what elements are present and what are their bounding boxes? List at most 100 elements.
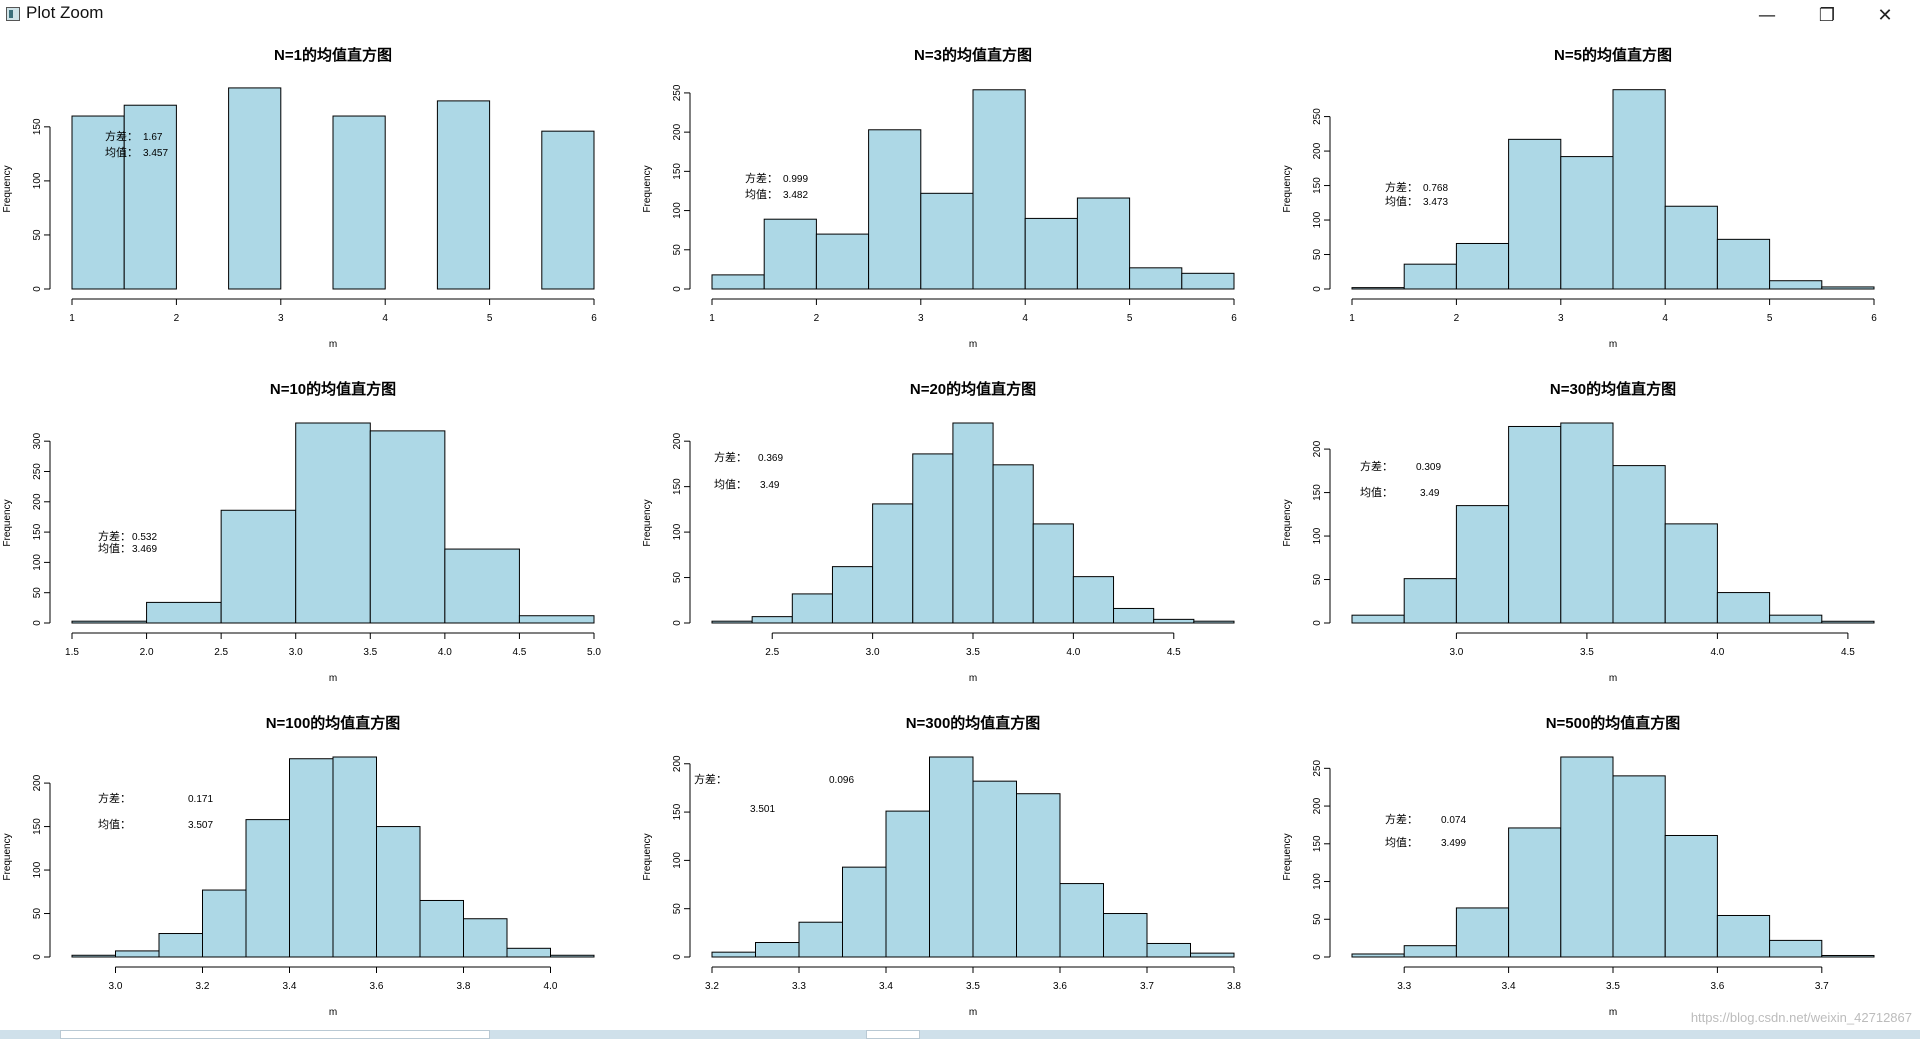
y-tick-label: 100 bbox=[672, 852, 683, 869]
annotation-value: 0.369 bbox=[758, 453, 783, 464]
y-tick-label: 50 bbox=[1312, 574, 1323, 586]
annotation-label: 方差： bbox=[105, 129, 138, 143]
x-tick-label: 4 bbox=[1022, 313, 1028, 324]
annotation-value: 0.074 bbox=[1441, 815, 1466, 826]
y-tick-label: 200 bbox=[672, 123, 683, 140]
x-tick-label: 3.4 bbox=[879, 981, 893, 992]
x-tick-label: 4.5 bbox=[1167, 647, 1181, 658]
y-tick-label: 150 bbox=[32, 118, 43, 135]
histogram-bar bbox=[755, 942, 800, 958]
histogram-bar bbox=[1508, 138, 1562, 290]
y-tick-label: 0 bbox=[32, 954, 43, 960]
histogram-bar bbox=[1181, 272, 1235, 290]
chart-title: N=300的均值直方图 bbox=[906, 714, 1041, 732]
histogram-bar bbox=[220, 509, 297, 624]
annotation-value: 0.999 bbox=[783, 174, 808, 185]
histogram-bar bbox=[71, 115, 125, 290]
x-tick-label: 2.5 bbox=[765, 647, 779, 658]
x-tick-label: 4 bbox=[382, 313, 388, 324]
histogram-bar bbox=[992, 464, 1034, 624]
histogram-bar bbox=[1129, 267, 1183, 290]
x-tick-label: 3.5 bbox=[1606, 981, 1620, 992]
y-axis-label: Frequency bbox=[642, 833, 653, 880]
histogram-bar bbox=[920, 192, 974, 290]
x-tick-label: 4.5 bbox=[512, 647, 526, 658]
y-axis-label: Frequency bbox=[642, 165, 653, 212]
close-button[interactable]: ✕ bbox=[1877, 4, 1893, 26]
histogram-bar bbox=[444, 548, 520, 624]
x-tick-label: 3.5 bbox=[1580, 647, 1594, 658]
histogram-bar bbox=[763, 218, 817, 290]
y-tick-label: 250 bbox=[1312, 760, 1323, 777]
x-tick-label: 5 bbox=[1127, 313, 1133, 324]
watermark: https://blog.csdn.net/weixin_42712867 bbox=[1690, 1010, 1912, 1025]
annotation-value: 0.096 bbox=[829, 775, 854, 786]
histogram-bar bbox=[1769, 614, 1823, 624]
histogram-bar bbox=[831, 566, 874, 624]
y-tick-label: 200 bbox=[672, 755, 683, 772]
y-tick-label: 50 bbox=[672, 572, 683, 584]
y-axis-label: Frequency bbox=[2, 499, 13, 546]
app-icon bbox=[6, 7, 20, 21]
histogram-bar bbox=[506, 947, 551, 958]
taskbar-segment bbox=[866, 1030, 920, 1039]
x-axis-label: m bbox=[1609, 1007, 1617, 1018]
x-tick-label: 3 bbox=[1558, 313, 1564, 324]
histogram-bar bbox=[1103, 913, 1148, 958]
minimize-button[interactable]: — bbox=[1758, 4, 1776, 26]
y-tick-label: 100 bbox=[1312, 873, 1323, 890]
histogram-bar bbox=[289, 758, 334, 958]
x-tick-label: 3.5 bbox=[966, 981, 980, 992]
histogram-bar bbox=[1612, 775, 1666, 958]
histogram-bar bbox=[1455, 907, 1510, 958]
y-tick-label: 150 bbox=[1312, 177, 1323, 194]
y-tick-label: 200 bbox=[32, 493, 43, 510]
chart-title: N=3的均值直方图 bbox=[914, 46, 1032, 64]
y-tick-label: 0 bbox=[1312, 286, 1323, 292]
x-tick-label: 1 bbox=[709, 313, 715, 324]
x-tick-label: 6 bbox=[591, 313, 597, 324]
histogram-bar bbox=[158, 933, 203, 958]
x-tick-label: 3.0 bbox=[866, 647, 880, 658]
histogram-bar bbox=[1351, 614, 1405, 624]
y-tick-label: 0 bbox=[672, 954, 683, 960]
annotation-label: 均值： bbox=[1385, 195, 1418, 208]
histogram-bar bbox=[798, 921, 843, 958]
histogram-bar bbox=[1455, 505, 1510, 624]
y-tick-label: 250 bbox=[1312, 108, 1323, 125]
x-tick-label: 3.2 bbox=[196, 981, 210, 992]
histogram-bar bbox=[711, 620, 753, 624]
x-tick-label: 3.2 bbox=[705, 981, 719, 992]
x-tick-label: 5 bbox=[1767, 313, 1773, 324]
annotation-label: 方差： bbox=[694, 772, 727, 786]
y-axis-label: Frequency bbox=[2, 165, 13, 212]
x-tick-label: 6 bbox=[1231, 313, 1237, 324]
histogram-bar bbox=[1716, 238, 1771, 290]
x-axis-label: m bbox=[329, 339, 337, 350]
x-tick-label: 5 bbox=[487, 313, 493, 324]
histogram-bar bbox=[872, 503, 914, 624]
y-tick-label: 100 bbox=[32, 172, 43, 189]
annotation-label: 方差： bbox=[1385, 180, 1418, 194]
histogram-bar bbox=[146, 601, 222, 624]
histogram-bar bbox=[1024, 217, 1078, 290]
maximize-button[interactable]: ❐ bbox=[1818, 4, 1836, 26]
title-bar: Plot Zoom — ❐ ✕ bbox=[0, 0, 1920, 30]
y-tick-label: 50 bbox=[32, 587, 43, 599]
y-tick-label: 200 bbox=[32, 774, 43, 791]
y-tick-label: 100 bbox=[32, 554, 43, 571]
y-tick-label: 0 bbox=[1312, 620, 1323, 626]
annotation-label: 均值： bbox=[1360, 486, 1393, 499]
x-tick-label: 3.8 bbox=[1227, 981, 1241, 992]
x-tick-label: 3.0 bbox=[1449, 647, 1463, 658]
y-tick-label: 150 bbox=[672, 163, 683, 180]
annotation-value: 3.499 bbox=[1441, 838, 1466, 849]
histogram-bar bbox=[1560, 756, 1614, 958]
annotation-label: 均值： bbox=[745, 188, 778, 201]
x-tick-label: 2 bbox=[1454, 313, 1460, 324]
y-tick-label: 100 bbox=[32, 861, 43, 878]
histogram-bar bbox=[1072, 576, 1115, 624]
histogram-bar bbox=[815, 233, 870, 290]
histogram-bar bbox=[929, 756, 974, 958]
